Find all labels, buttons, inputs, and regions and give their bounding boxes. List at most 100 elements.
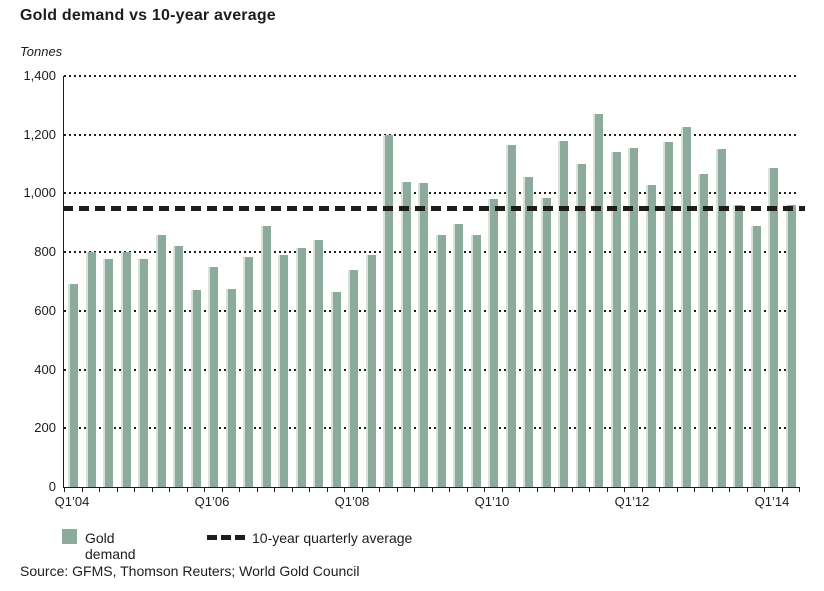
bar-q2-06 bbox=[225, 288, 236, 487]
bar-q1-08 bbox=[348, 269, 358, 487]
average-dashed-line-swatch-icon bbox=[207, 535, 245, 540]
gridline-600 bbox=[64, 309, 799, 312]
bar-q1-07 bbox=[278, 255, 288, 487]
gridline-1200 bbox=[64, 133, 799, 136]
x-axis-tick bbox=[274, 487, 275, 492]
x-tick-label-q1-12: Q1’12 bbox=[614, 494, 650, 509]
x-axis-tick bbox=[414, 487, 415, 492]
bar-q4-06 bbox=[260, 225, 271, 487]
bar-q4-08 bbox=[400, 181, 411, 487]
bar-q2-13 bbox=[715, 149, 726, 487]
y-tick-label-800: 800 bbox=[34, 244, 56, 260]
legend-label-gold-demand: Gold demand bbox=[85, 530, 136, 562]
x-axis-tick bbox=[536, 487, 538, 492]
x-axis-tick bbox=[344, 487, 345, 492]
x-axis-tick bbox=[746, 487, 748, 492]
x-axis-tick bbox=[624, 487, 625, 492]
plot-area bbox=[63, 75, 806, 492]
bar-q1-13 bbox=[698, 174, 708, 487]
bar-q1-04 bbox=[68, 284, 78, 487]
x-axis-tick bbox=[291, 487, 293, 492]
chart-title: Gold demand vs 10-year average bbox=[20, 7, 276, 24]
x-axis-tick bbox=[151, 487, 153, 492]
x-axis-tick bbox=[99, 487, 100, 492]
x-axis-tick bbox=[186, 487, 188, 492]
gold-demand-swatch-icon bbox=[62, 529, 77, 544]
bar-q3-04 bbox=[103, 259, 113, 487]
x-axis-tick bbox=[519, 487, 520, 492]
bar-q3-06 bbox=[243, 256, 253, 487]
bar-q2-07 bbox=[295, 247, 306, 487]
x-tick-label-q1-10: Q1’10 bbox=[474, 494, 510, 509]
x-axis-tick bbox=[501, 487, 503, 492]
bar-q2-04 bbox=[85, 252, 96, 487]
x-axis-tick bbox=[711, 487, 713, 492]
bar-q4-11 bbox=[610, 152, 621, 487]
y-tick-label-400: 400 bbox=[34, 361, 56, 377]
bar-q4-10 bbox=[540, 197, 551, 487]
bar-q4-05 bbox=[190, 290, 201, 487]
bar-q2-09 bbox=[435, 234, 446, 487]
x-axis-tick bbox=[676, 487, 678, 492]
x-axis-tick bbox=[204, 487, 205, 492]
x-axis-tick bbox=[449, 487, 450, 492]
bar-q1-11 bbox=[558, 140, 568, 487]
bar-q1-10 bbox=[488, 199, 498, 487]
bar-q3-07 bbox=[313, 240, 323, 487]
gridline-1000 bbox=[64, 192, 799, 195]
source-attribution: Source: GFMS, Thomson Reuters; World Gol… bbox=[20, 563, 360, 579]
bar-q1-06 bbox=[208, 266, 218, 487]
x-axis-tick bbox=[116, 487, 118, 492]
x-axis-tick bbox=[309, 487, 310, 492]
x-axis-tick bbox=[169, 487, 170, 492]
bar-q2-11 bbox=[575, 164, 586, 487]
y-tick-label-0: 0 bbox=[48, 479, 56, 494]
x-axis-tick bbox=[326, 487, 328, 492]
bar-q3-13 bbox=[733, 205, 743, 487]
legend-label-average: 10-year quarterly average bbox=[252, 530, 413, 546]
x-axis-tick bbox=[81, 487, 83, 492]
bar-q4-04 bbox=[120, 252, 131, 487]
x-axis-tick bbox=[256, 487, 258, 492]
bar-q4-12 bbox=[680, 127, 691, 487]
bar-q4-09 bbox=[470, 234, 481, 487]
x-axis-tick bbox=[606, 487, 608, 492]
x-axis-tick bbox=[729, 487, 730, 492]
gridline-1400 bbox=[64, 75, 799, 77]
x-axis-tick bbox=[571, 487, 573, 492]
gridline-400 bbox=[64, 368, 799, 371]
x-axis-tick bbox=[554, 487, 555, 492]
x-axis-tick bbox=[379, 487, 380, 492]
x-axis-tick bbox=[361, 487, 363, 492]
x-axis-tick bbox=[659, 487, 660, 492]
x-axis-tick bbox=[799, 487, 800, 492]
bar-q2-08 bbox=[365, 255, 376, 487]
bar-q3-11 bbox=[593, 114, 603, 487]
x-axis-tick bbox=[431, 487, 433, 492]
x-axis-tick bbox=[781, 487, 783, 492]
bar-q3-05 bbox=[173, 246, 183, 487]
bar-q4-07 bbox=[330, 291, 341, 487]
y-axis-unit-label: Tonnes bbox=[20, 44, 63, 59]
bar-q3-09 bbox=[453, 224, 463, 487]
x-axis-tick bbox=[641, 487, 643, 492]
gridline-200 bbox=[64, 427, 799, 430]
x-axis-tick bbox=[134, 487, 135, 492]
x-axis-tick bbox=[694, 487, 695, 492]
bar-q3-12 bbox=[663, 142, 673, 487]
bar-q1-12 bbox=[628, 147, 638, 487]
x-axis-tick bbox=[64, 487, 65, 492]
x-axis-tick bbox=[239, 487, 240, 492]
ten-year-average-line bbox=[63, 205, 806, 211]
bar-q4-13 bbox=[750, 225, 761, 487]
bar-q2-12 bbox=[645, 184, 656, 487]
x-axis-tick bbox=[589, 487, 590, 492]
bar-q2-10 bbox=[505, 145, 516, 487]
x-tick-label-q1-08: Q1’08 bbox=[334, 494, 370, 509]
y-tick-label-200: 200 bbox=[34, 420, 56, 436]
x-axis-tick bbox=[484, 487, 485, 492]
bar-q3-08 bbox=[383, 134, 393, 487]
x-axis-tick bbox=[466, 487, 468, 492]
y-tick-label-1200: 1,200 bbox=[23, 126, 56, 142]
